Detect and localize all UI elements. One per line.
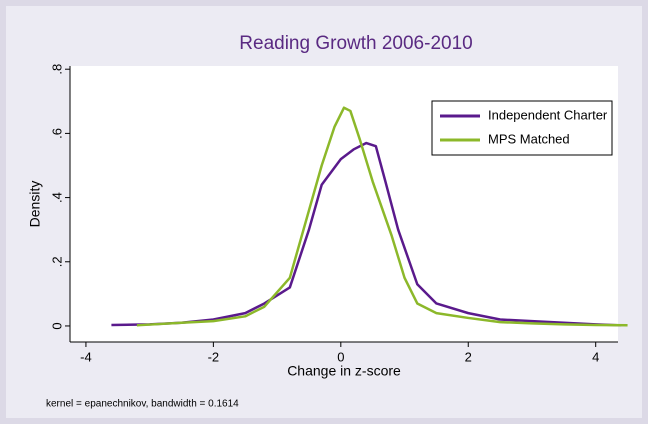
legend-label: MPS Matched [488, 131, 570, 146]
y-tick-label: .4 [49, 192, 64, 203]
y-axis-label: Density [27, 181, 43, 228]
legend-label: Independent Charter [488, 107, 608, 122]
x-tick-label: -4 [80, 349, 92, 364]
x-tick-label: 4 [592, 349, 599, 364]
y-tick-label: .2 [49, 256, 64, 267]
y-tick-label: .6 [49, 128, 64, 139]
y-tick-label: 0 [49, 322, 64, 329]
legend [431, 100, 613, 156]
y-tick-label: .8 [49, 64, 64, 75]
note: kernel = epanechnikov, bandwidth = 0.161… [46, 399, 239, 410]
x-tick-label: 2 [465, 349, 472, 364]
x-axis-label: Change in z-score [287, 363, 401, 379]
x-tick-label: -2 [208, 349, 220, 364]
x-tick-label: 0 [337, 349, 344, 364]
chart-title: Reading Growth 2006-2010 [239, 33, 472, 54]
line-series [111, 141, 622, 327]
line-series [136, 106, 628, 327]
